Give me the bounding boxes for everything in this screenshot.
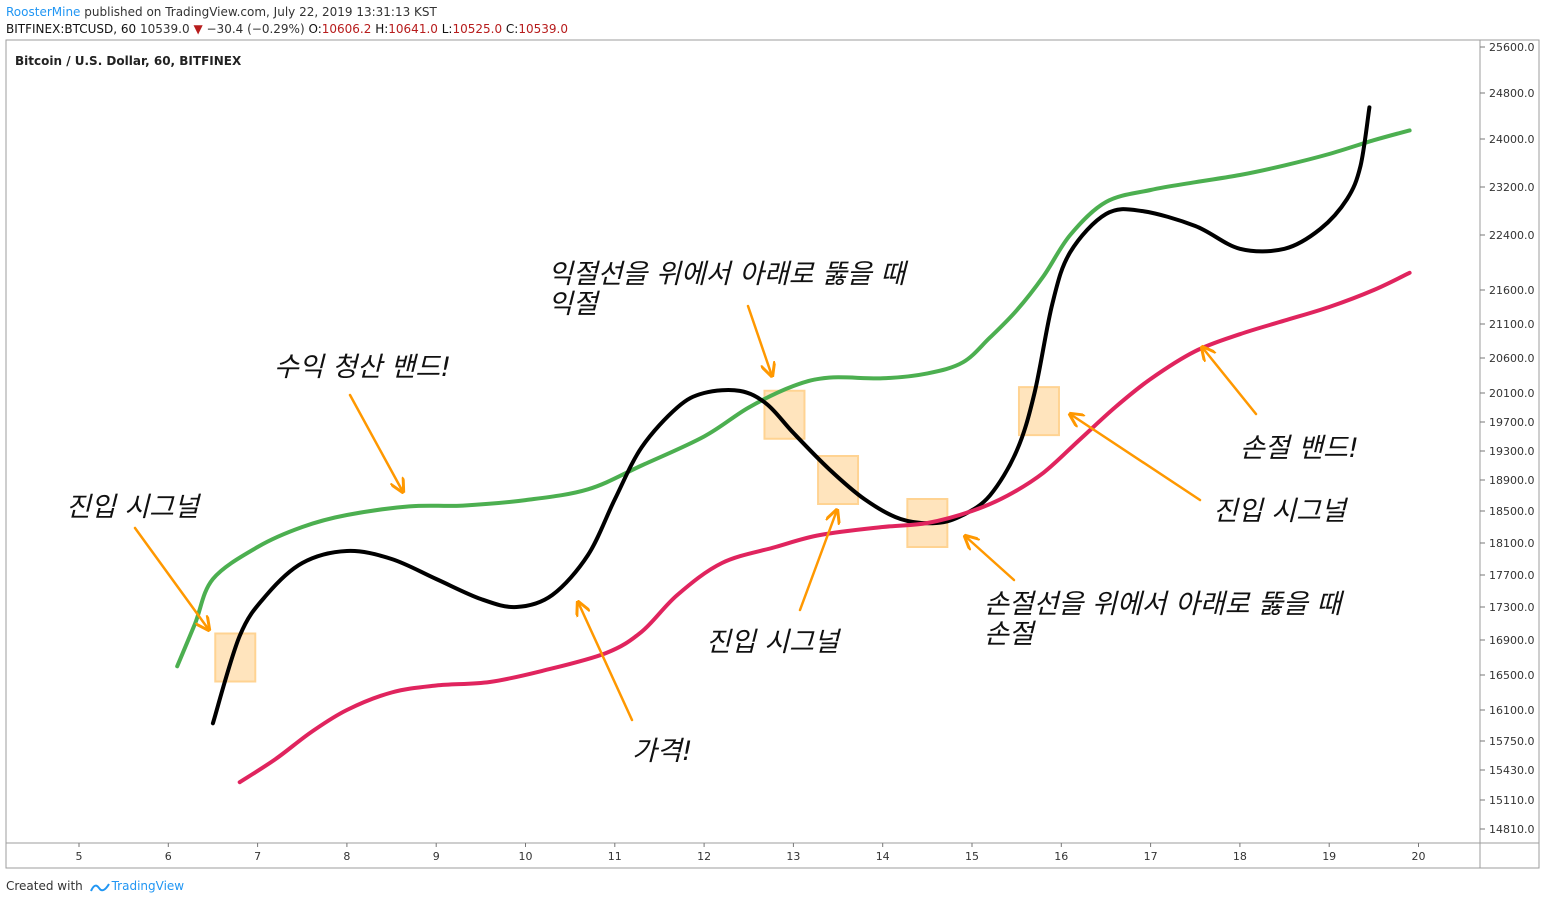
- last-price: 10539.0: [139, 22, 190, 36]
- x-tick-label: 14: [876, 850, 890, 863]
- chart-frame: [5, 39, 1540, 869]
- annotation-text: 손절 밴드!: [1240, 433, 1359, 464]
- signal-box: [214, 632, 257, 683]
- low-label: L:: [441, 22, 453, 36]
- close-value: 10539.0: [518, 22, 568, 36]
- x-tick-label: 5: [76, 850, 83, 863]
- series-lines: [175, 105, 1412, 785]
- close-label: C:: [505, 22, 519, 36]
- annotation-text: 가격!: [632, 736, 693, 767]
- y-tick-label: 20100.0: [1489, 387, 1535, 400]
- y-tick-label: 17300.0: [1489, 601, 1535, 614]
- y-tick-label: 15110.0: [1489, 794, 1535, 807]
- low-value: 10525.0: [452, 22, 503, 36]
- time-axis: 5 6 7 8 9 10 11 12 13 14 15 16 17 18 19 20: [76, 843, 1426, 863]
- x-tick-label: 8: [343, 850, 350, 863]
- y-tick-label: 16900.0: [1489, 634, 1535, 647]
- profit-band-line: [175, 128, 1412, 669]
- annotation-arrow: [746, 304, 772, 376]
- annotation-text: 손절선을 위에서 아래로 뚫을 때: [984, 589, 1344, 620]
- y-tick-label: 23200.0: [1489, 181, 1535, 194]
- price-change: −30.4 (−0.29%): [206, 22, 305, 36]
- annotation-arrow: [348, 393, 403, 492]
- y-tick-label: 16500.0: [1489, 669, 1535, 682]
- publish-line: RoosterMine published on TradingView.com…: [6, 5, 437, 19]
- annotation-arrow: [1070, 414, 1202, 502]
- x-tick-label: 18: [1233, 850, 1247, 863]
- x-tick-label: 10: [519, 850, 533, 863]
- y-tick-label: 19700.0: [1489, 416, 1535, 429]
- annotation-text: 손절: [984, 619, 1036, 650]
- created-with-label: Created with: [6, 879, 83, 893]
- open-value: 10606.2: [321, 22, 372, 36]
- y-tick-label: 15750.0: [1489, 735, 1535, 748]
- y-tick-label: 19300.0: [1489, 445, 1535, 458]
- quote-line: BITFINEX:BTCUSD, 60 10539.0 ▼ −30.4 (−0.…: [6, 22, 568, 36]
- footer: Created with TradingView: [6, 879, 184, 893]
- x-tick-label: 19: [1322, 850, 1336, 863]
- y-tick-label: 22400.0: [1489, 229, 1535, 242]
- y-tick-label: 18500.0: [1489, 505, 1535, 518]
- annotation-text: 진입 시그널: [66, 492, 202, 523]
- annotation-text: 익절선을 위에서 아래로 뚫을 때: [548, 259, 908, 290]
- x-tick-label: 6: [165, 850, 172, 863]
- y-tick-label: 17700.0: [1489, 569, 1535, 582]
- x-tick-label: 15: [965, 850, 979, 863]
- annotation-arrow: [1202, 347, 1258, 416]
- annotation-text: 수익 청산 밴드!: [274, 352, 451, 383]
- symbol-label: BITFINEX:BTCUSD, 60: [6, 22, 137, 36]
- y-tick-label: 18900.0: [1489, 474, 1535, 487]
- annotation-arrow: [578, 602, 634, 722]
- y-tick-label: 21100.0: [1489, 318, 1535, 331]
- high-label: H:: [375, 22, 389, 36]
- annotation-text: 진입 시그널: [1213, 496, 1349, 527]
- chart-title: Bitcoin / U.S. Dollar, 60, BITFINEX: [15, 54, 242, 68]
- price-axis: 25600.0 24800.0 24000.0 23200.0 22400.0 21600…: [1480, 41, 1535, 836]
- annotation-arrow: [133, 526, 209, 630]
- y-tick-label: 21600.0: [1489, 284, 1535, 297]
- annotation-arrow: [965, 536, 1016, 582]
- tradingview-link[interactable]: TradingView: [111, 879, 185, 893]
- y-tick-label: 16100.0: [1489, 704, 1535, 717]
- publisher-name[interactable]: RoosterMine: [6, 5, 81, 19]
- x-tick-label: 7: [254, 850, 261, 863]
- y-tick-label: 14810.0: [1489, 823, 1535, 836]
- annotation-arrow: [798, 510, 837, 612]
- x-tick-label: 12: [697, 850, 711, 863]
- high-value: 10641.0: [388, 22, 438, 36]
- x-tick-label: 9: [433, 850, 440, 863]
- y-tick-label: 18100.0: [1489, 537, 1535, 550]
- x-tick-label: 11: [608, 850, 622, 863]
- x-tick-label: 17: [1144, 850, 1158, 863]
- y-tick-label: 25600.0: [1489, 41, 1535, 54]
- x-tick-label: 16: [1054, 850, 1068, 863]
- x-tick-label: 20: [1412, 850, 1426, 863]
- down-arrow-icon: ▼: [193, 22, 203, 36]
- annotation-text: 익절: [548, 289, 600, 320]
- published-text: published on TradingView.com, July 22, 2…: [84, 5, 437, 19]
- tradingview-wave-icon: [89, 882, 110, 891]
- price-line: [210, 105, 1372, 726]
- y-tick-label: 15430.0: [1489, 764, 1535, 777]
- y-tick-label: 24000.0: [1489, 133, 1535, 146]
- y-tick-label: 24800.0: [1489, 87, 1535, 100]
- open-label: O:: [308, 22, 322, 36]
- x-tick-label: 13: [786, 850, 800, 863]
- signal-boxes: [214, 386, 1060, 683]
- annotation-text: 진입 시그널: [706, 627, 842, 658]
- stop-band-line: [237, 270, 1412, 785]
- annotation-arrows: [133, 304, 1258, 722]
- y-tick-label: 20600.0: [1489, 352, 1535, 365]
